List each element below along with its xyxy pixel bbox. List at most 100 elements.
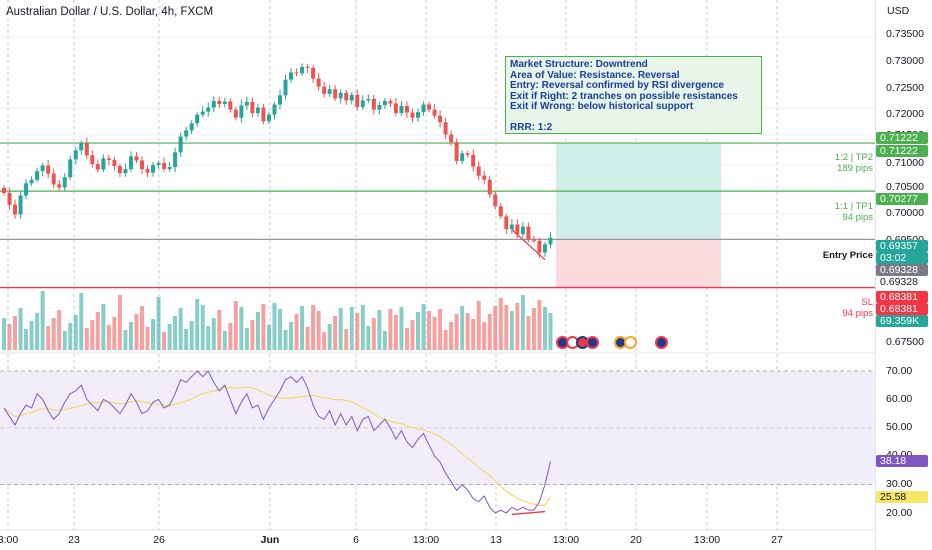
- candle-body: [399, 106, 404, 114]
- volume-bar: [393, 315, 398, 350]
- economic-event-icon[interactable]: [586, 336, 599, 349]
- candle-body: [366, 98, 371, 101]
- volume-tag[interactable]: 69.359K: [876, 315, 928, 327]
- volume-bar: [388, 309, 393, 350]
- volume-bar: [95, 312, 100, 350]
- candle-body: [57, 184, 62, 188]
- candle-body: [531, 239, 536, 241]
- tp1-price-tag[interactable]: 0.70277: [876, 193, 928, 205]
- volume-bar: [427, 311, 432, 350]
- volume-bar: [156, 297, 161, 350]
- tp2-line-price-tag[interactable]: 0.71222: [876, 145, 928, 157]
- candle-body: [51, 173, 56, 185]
- volume-bar: [162, 332, 167, 350]
- volume-bar: [460, 306, 465, 350]
- volume-bar: [416, 312, 420, 350]
- candle-body: [90, 155, 95, 165]
- candle-body: [421, 104, 426, 113]
- volume-bar: [404, 328, 409, 350]
- volume-bar: [195, 299, 200, 350]
- volume-bar: [465, 313, 470, 350]
- volume-bar: [509, 311, 514, 350]
- candle-body: [40, 165, 45, 172]
- volume-bar: [294, 314, 299, 350]
- candle-body: [515, 224, 520, 235]
- tp2-price-tag[interactable]: 0.71222: [876, 132, 928, 144]
- candle-body: [62, 177, 67, 188]
- entry-price-tag[interactable]: 0.69328: [876, 264, 928, 276]
- candle-body: [548, 237, 553, 245]
- sl-price-tag[interactable]: 0.68381: [876, 291, 928, 303]
- volume-bar: [355, 313, 360, 350]
- candle-body: [29, 179, 34, 184]
- loss-zone: [556, 239, 721, 288]
- candle-body: [449, 134, 454, 143]
- candle-body: [167, 167, 172, 170]
- volume-bar: [211, 318, 216, 350]
- candle-body: [101, 158, 106, 170]
- economic-event-icon[interactable]: [624, 336, 637, 349]
- volume-bar: [272, 303, 277, 350]
- volume-bar: [537, 300, 542, 350]
- candle-body: [300, 66, 305, 74]
- candle-body: [233, 109, 238, 118]
- volume-bar: [123, 330, 128, 350]
- candle-body: [283, 79, 288, 96]
- candles: [2, 63, 553, 258]
- candle-body: [95, 164, 100, 170]
- divergence-lines: [511, 229, 546, 516]
- candle-body: [250, 101, 255, 114]
- candle-body: [244, 101, 249, 106]
- currency-label[interactable]: USD: [887, 5, 910, 17]
- candle-body: [388, 100, 393, 104]
- candle-body: [537, 240, 542, 253]
- volume-bar: [261, 304, 266, 350]
- volume-bar: [145, 327, 150, 350]
- rsi-ma-tag[interactable]: 25.58: [876, 491, 928, 503]
- candle-body: [156, 162, 161, 166]
- volume-bar: [338, 308, 343, 350]
- volume-bar: [68, 323, 73, 350]
- candle-body: [79, 143, 84, 151]
- candle-body: [255, 107, 260, 114]
- sl-label: SL 94 pips: [842, 297, 873, 319]
- volume-bar: [311, 305, 316, 350]
- time-label: 20: [630, 534, 642, 546]
- trade-plan-note[interactable]: Market Structure: Downtrend Area of Valu…: [505, 56, 762, 134]
- rsi-value-tag[interactable]: 38.18: [876, 455, 928, 467]
- volume-bar: [90, 320, 95, 350]
- candle-body: [13, 204, 18, 215]
- volume-bar: [84, 328, 89, 350]
- chart-title[interactable]: Australian Dollar / U.S. Dollar, 4h, FXC…: [6, 6, 214, 18]
- volume-bar: [300, 306, 305, 350]
- volume-bar: [421, 304, 426, 350]
- volume-bar: [79, 293, 84, 350]
- price-tick: 0.71000: [886, 157, 924, 169]
- time-label: 13: [490, 534, 502, 546]
- volume-bar: [101, 304, 106, 350]
- volume-bar: [266, 325, 271, 350]
- sl-line-price-tag[interactable]: 0.68381: [876, 303, 928, 315]
- entry-line-price-tag[interactable]: 0.69328: [876, 276, 928, 288]
- candle-body: [189, 123, 194, 131]
- candle-body: [145, 169, 150, 173]
- candle-body: [266, 114, 271, 122]
- candle-body: [84, 143, 89, 156]
- volume-bar: [2, 318, 6, 350]
- volume-bar: [322, 332, 327, 350]
- current-price-tag[interactable]: 0.69357: [876, 240, 928, 252]
- candle-body: [443, 122, 448, 135]
- tp2-ratio: 1:2 | TP2: [834, 152, 873, 163]
- volume-bar: [24, 329, 29, 350]
- sl-pips: 94 pips: [842, 307, 873, 319]
- price-tick: 0.67500: [886, 336, 924, 348]
- price-tick: 0.72000: [886, 108, 924, 120]
- volume-bar: [531, 308, 536, 350]
- note-line-exit-right: Exit if Right: 2 tranches on possible re…: [510, 90, 738, 102]
- candle-body: [311, 67, 316, 79]
- candle-body: [504, 216, 509, 230]
- volume-bar: [399, 307, 404, 350]
- economic-event-icon[interactable]: [655, 336, 668, 349]
